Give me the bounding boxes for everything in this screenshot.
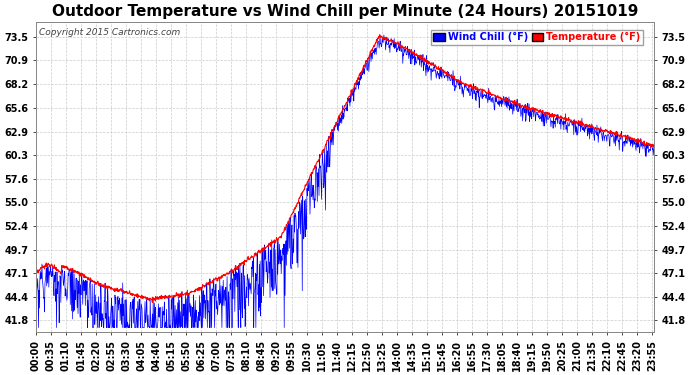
Text: Copyright 2015 Cartronics.com: Copyright 2015 Cartronics.com <box>39 28 180 37</box>
Legend: Wind Chill (°F), Temperature (°F): Wind Chill (°F), Temperature (°F) <box>431 30 643 45</box>
Title: Outdoor Temperature vs Wind Chill per Minute (24 Hours) 20151019: Outdoor Temperature vs Wind Chill per Mi… <box>52 4 638 19</box>
